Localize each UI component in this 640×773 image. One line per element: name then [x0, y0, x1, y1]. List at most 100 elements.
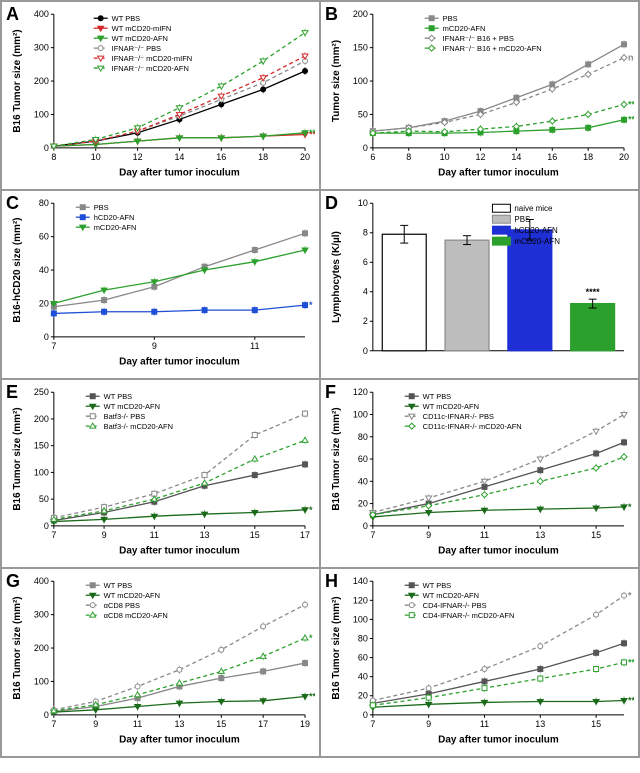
- svg-text:mCD20-AFN: mCD20-AFN: [514, 237, 560, 246]
- svg-text:150: 150: [353, 43, 368, 53]
- svg-text:20: 20: [358, 691, 368, 701]
- svg-text:WT PBS: WT PBS: [423, 392, 452, 401]
- svg-text:0: 0: [44, 143, 49, 153]
- svg-text:WT mCD20-AFN: WT mCD20-AFN: [112, 34, 168, 43]
- svg-text:***: ***: [628, 115, 634, 125]
- svg-text:B16 Tumor size (mm²): B16 Tumor size (mm²): [12, 29, 23, 132]
- svg-text:****: ****: [309, 691, 315, 701]
- svg-text:0: 0: [44, 332, 49, 342]
- svg-text:11: 11: [250, 341, 259, 351]
- svg-text:15: 15: [591, 530, 601, 540]
- svg-text:B16 Tumor size (mm²): B16 Tumor size (mm²): [331, 596, 342, 699]
- svg-text:12: 12: [133, 152, 143, 162]
- svg-text:7: 7: [51, 530, 56, 540]
- svg-text:**: **: [628, 696, 634, 706]
- svg-text:Batf3-/- mCD20-AFN: Batf3-/- mCD20-AFN: [104, 422, 173, 431]
- svg-text:7: 7: [51, 719, 56, 729]
- svg-text:11: 11: [480, 530, 489, 540]
- svg-text:11: 11: [150, 530, 159, 540]
- svg-text:9: 9: [152, 341, 157, 351]
- svg-text:0: 0: [363, 710, 368, 720]
- panel-B: B05010015020068101214161820Day after tum…: [320, 1, 639, 190]
- svg-text:Day after tumor inoculum: Day after tumor inoculum: [438, 168, 559, 179]
- svg-text:80: 80: [358, 633, 368, 643]
- svg-text:200: 200: [34, 414, 49, 424]
- svg-text:17: 17: [300, 530, 310, 540]
- svg-text:100: 100: [34, 467, 49, 477]
- svg-text:*: *: [309, 300, 313, 310]
- svg-text:Day after tumor inoculum: Day after tumor inoculum: [119, 357, 240, 368]
- svg-text:13: 13: [200, 530, 210, 540]
- svg-text:300: 300: [34, 43, 49, 53]
- svg-text:10: 10: [440, 152, 450, 162]
- svg-text:40: 40: [39, 265, 49, 275]
- svg-text:400: 400: [34, 576, 49, 586]
- svg-text:9: 9: [426, 719, 431, 729]
- svg-text:2: 2: [363, 316, 368, 326]
- svg-text:13: 13: [535, 530, 545, 540]
- svg-text:IFNAR⁻/⁻ B16 + mCD20-AFN: IFNAR⁻/⁻ B16 + mCD20-AFN: [443, 44, 542, 53]
- svg-text:60: 60: [39, 232, 49, 242]
- svg-text:250: 250: [34, 387, 49, 397]
- svg-text:ns: ns: [628, 53, 634, 63]
- svg-text:400: 400: [34, 9, 49, 19]
- svg-text:IFNAR⁻/⁻ B16 + PBS: IFNAR⁻/⁻ B16 + PBS: [443, 34, 514, 43]
- panel-D: D0246810Lymphocytes (K/µl)****naive mice…: [320, 190, 639, 379]
- panel-C: C0204060807911Day after tumor inoculumB1…: [1, 190, 320, 379]
- svg-text:PBS: PBS: [94, 203, 109, 212]
- svg-text:12: 12: [476, 152, 486, 162]
- svg-text:0: 0: [363, 521, 368, 531]
- svg-text:WT mCD20-AFN: WT mCD20-AFN: [104, 402, 160, 411]
- panel-label: C: [6, 193, 19, 214]
- svg-text:PBS: PBS: [514, 215, 530, 224]
- svg-text:Day after tumor inoculum: Day after tumor inoculum: [119, 735, 240, 746]
- panel-label: G: [6, 571, 20, 592]
- svg-text:**: **: [309, 128, 315, 138]
- svg-text:17: 17: [258, 719, 268, 729]
- panel-A: A01002003004008101214161820Day after tum…: [1, 1, 320, 190]
- svg-text:B16 Tumor size (mm²): B16 Tumor size (mm²): [12, 596, 23, 699]
- svg-text:6: 6: [370, 152, 375, 162]
- svg-text:200: 200: [34, 643, 49, 653]
- svg-text:IFNAR⁻/⁻ mCD20-AFN: IFNAR⁻/⁻ mCD20-AFN: [112, 64, 189, 73]
- svg-text:**: **: [628, 657, 634, 667]
- svg-text:αCD8 PBS: αCD8 PBS: [104, 601, 140, 610]
- svg-text:WT PBS: WT PBS: [423, 581, 452, 590]
- svg-text:0: 0: [44, 521, 49, 531]
- svg-text:7: 7: [370, 530, 375, 540]
- svg-text:Tumor size (mm²): Tumor size (mm²): [331, 40, 342, 122]
- svg-text:120: 120: [353, 387, 368, 397]
- svg-text:CD4-IFNAR-/- PBS: CD4-IFNAR-/- PBS: [423, 601, 487, 610]
- svg-text:60: 60: [358, 454, 368, 464]
- svg-text:9: 9: [102, 530, 107, 540]
- panel-F: F02040608010012079111315Day after tumor …: [320, 379, 639, 568]
- svg-text:18: 18: [258, 152, 268, 162]
- svg-text:8: 8: [51, 152, 56, 162]
- svg-text:****: ****: [586, 287, 600, 297]
- svg-text:Day after tumor inoculum: Day after tumor inoculum: [119, 168, 240, 179]
- svg-text:WT PBS: WT PBS: [112, 14, 141, 23]
- svg-text:Batf3-/- PBS: Batf3-/- PBS: [104, 412, 146, 421]
- svg-text:mCD20-AFN: mCD20-AFN: [94, 223, 137, 232]
- svg-text:140: 140: [353, 576, 368, 586]
- panel-label: D: [325, 193, 338, 214]
- svg-text:0: 0: [363, 143, 368, 153]
- svg-text:20: 20: [619, 152, 629, 162]
- svg-text:naive mice: naive mice: [514, 204, 553, 213]
- svg-text:100: 100: [353, 410, 368, 420]
- svg-text:CD4-IFNAR-/- mCD20-AFN: CD4-IFNAR-/- mCD20-AFN: [423, 611, 515, 620]
- svg-text:CD11c-IFNAR-/- PBS: CD11c-IFNAR-/- PBS: [423, 412, 494, 421]
- panel-label: F: [325, 382, 336, 403]
- panel-E: E0501001502002507911131517Day after tumo…: [1, 379, 320, 568]
- svg-text:50: 50: [39, 494, 49, 504]
- svg-text:Lymphocytes (K/µl): Lymphocytes (K/µl): [331, 231, 342, 323]
- svg-text:9: 9: [93, 719, 98, 729]
- svg-text:14: 14: [174, 152, 184, 162]
- svg-text:mCD20-AFN: mCD20-AFN: [443, 24, 486, 33]
- svg-text:4: 4: [363, 287, 368, 297]
- svg-text:B16-hCD20 size (mm²): B16-hCD20 size (mm²): [12, 217, 23, 322]
- svg-text:9: 9: [426, 530, 431, 540]
- svg-text:IFNAR⁻/⁻ PBS: IFNAR⁻/⁻ PBS: [112, 44, 161, 53]
- svg-text:200: 200: [34, 76, 49, 86]
- svg-text:7: 7: [51, 341, 56, 351]
